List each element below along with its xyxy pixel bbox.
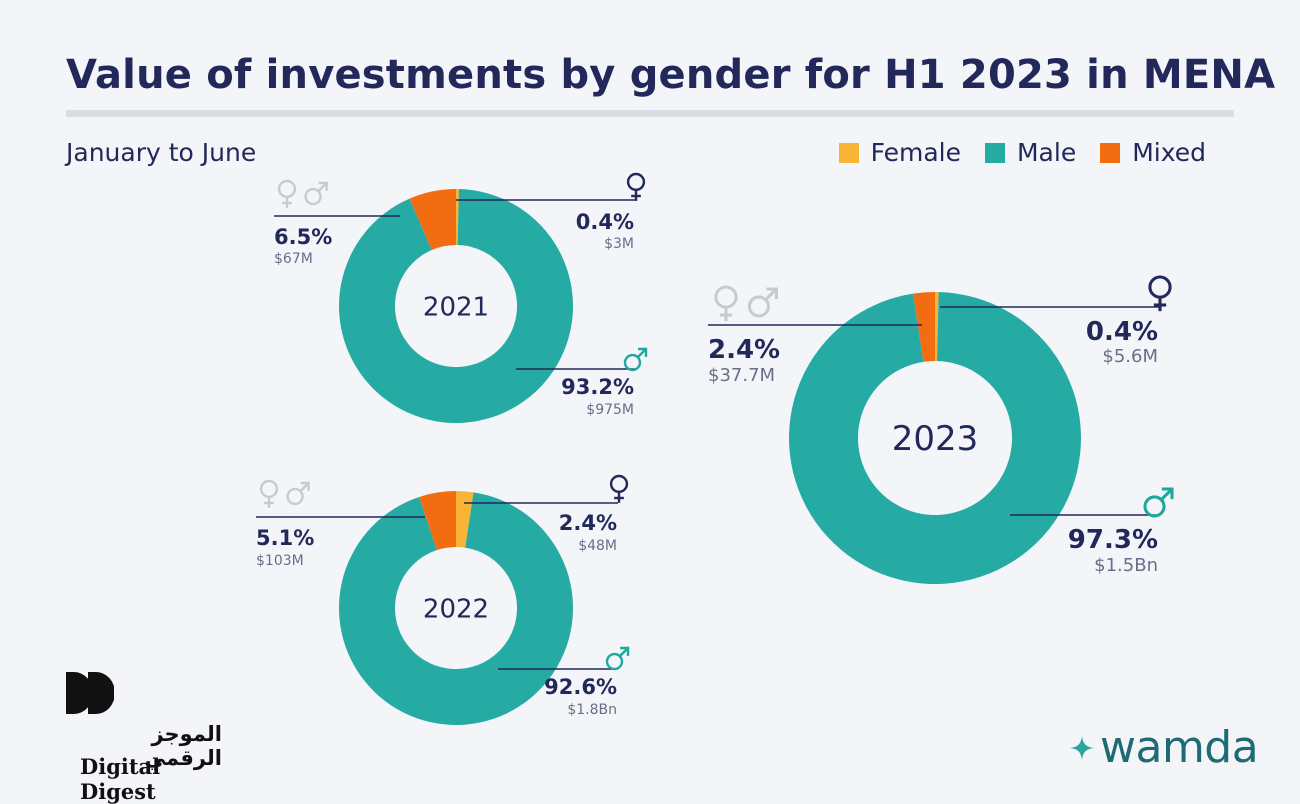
female-symbol-icon	[609, 474, 629, 503]
data-label-pct-male: 93.2%	[561, 375, 634, 399]
male-symbol-icon	[304, 181, 328, 206]
data-label-pct-female: 0.4%	[1086, 317, 1158, 347]
legend-swatch-female	[838, 142, 859, 163]
digital-digest-logo: الموجز الرقمي Digital Digest	[62, 672, 222, 804]
data-label-amount-mixed: $37.7M	[708, 365, 775, 386]
data-label-pct-female: 2.4%	[559, 511, 617, 535]
female-symbol-icon	[714, 285, 738, 322]
mixed-gender-symbol-icon	[277, 179, 328, 208]
digital-digest-arabic-name: الموجز الرقمي	[144, 722, 222, 770]
female-symbol-icon	[1148, 275, 1172, 312]
donut-chart-2022: 2022 2.4% $48M 5.1% $103M 92.6% $1.8Bn	[256, 474, 630, 726]
data-label-amount-female: $48M	[578, 538, 617, 554]
legend: Female Male Mixed	[838, 138, 1206, 167]
digital-digest-mark-icon	[66, 672, 114, 714]
chart-subtitle: January to June	[66, 138, 257, 167]
female-symbol-icon	[277, 179, 297, 208]
donut-slice-female-2023	[935, 292, 939, 362]
data-label-amount-male: $1.8Bn	[567, 702, 617, 718]
data-label-pct-male: 97.3%	[1068, 525, 1158, 555]
donut-slice-female-2022	[456, 491, 474, 548]
donut-slice-male-2021	[339, 189, 574, 424]
data-label-amount-female: $5.6M	[1102, 346, 1158, 367]
legend-label-mixed: Mixed	[1132, 138, 1206, 167]
data-label-pct-mixed: 2.4%	[708, 335, 780, 365]
wamda-logo: wamda	[1070, 722, 1259, 773]
donut-chart-2023: 2023 0.4%$5.6M 2.4%$37.7M 97.3%$1.5Bn	[708, 275, 1174, 584]
data-label-pct-mixed: 6.5%	[274, 225, 332, 249]
donut-center-year: 2022	[423, 594, 489, 624]
data-label-pct-male: 92.6%	[544, 675, 617, 699]
donut-slice-male-2023	[789, 292, 1082, 584]
male-symbol-icon	[286, 481, 310, 506]
mixed-gender-symbol-icon	[259, 479, 310, 508]
female-symbol-icon	[259, 479, 279, 508]
data-label-amount-male: $1.5Bn	[1094, 555, 1158, 576]
donut-slice-mixed-2023	[913, 292, 935, 362]
mixed-gender-symbol-icon	[714, 285, 778, 322]
donut-slice-female-2021	[456, 189, 459, 246]
legend-swatch-mixed	[1100, 142, 1121, 163]
donut-slice-mixed-2021	[409, 189, 456, 251]
wamda-wordmark: wamda	[1100, 722, 1259, 773]
data-label-pct-female: 0.4%	[576, 210, 634, 234]
data-label-amount-mixed: $103M	[256, 553, 304, 569]
donut-center-year: 2023	[892, 419, 979, 459]
title-divider	[66, 110, 1234, 117]
male-symbol-icon	[623, 347, 648, 372]
male-symbol-icon	[747, 287, 778, 318]
data-label-amount-female: $3M	[604, 236, 634, 252]
legend-label-male: Male	[1016, 138, 1077, 167]
legend-item-male: Male	[984, 138, 1077, 167]
page-title: Value of investments by gender for H1 20…	[66, 52, 1276, 98]
female-symbol-icon	[626, 172, 646, 201]
donut-slice-mixed-2022	[419, 491, 456, 551]
data-label-pct-mixed: 5.1%	[256, 526, 314, 550]
legend-swatch-male	[984, 142, 1005, 163]
legend-item-mixed: Mixed	[1100, 138, 1206, 167]
data-label-amount-mixed: $67M	[274, 251, 313, 267]
digital-digest-latin-name: Digital Digest	[80, 754, 161, 804]
donut-slice-male-2022	[338, 492, 573, 726]
data-label-amount-male: $975M	[586, 402, 634, 418]
legend-label-female: Female	[870, 138, 961, 167]
sparkle-icon	[1070, 735, 1094, 760]
male-symbol-icon	[1143, 487, 1174, 518]
male-symbol-icon	[605, 646, 630, 671]
legend-item-female: Female	[838, 138, 961, 167]
donut-chart-2021: 2021 0.4% $3M 6.5% $67M 93.2% $975M	[274, 172, 648, 424]
donut-center-year: 2021	[423, 292, 489, 322]
